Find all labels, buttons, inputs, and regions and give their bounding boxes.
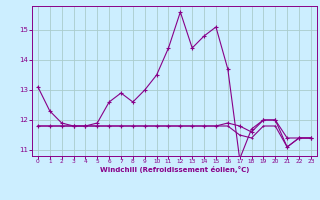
X-axis label: Windchill (Refroidissement éolien,°C): Windchill (Refroidissement éolien,°C) (100, 166, 249, 173)
